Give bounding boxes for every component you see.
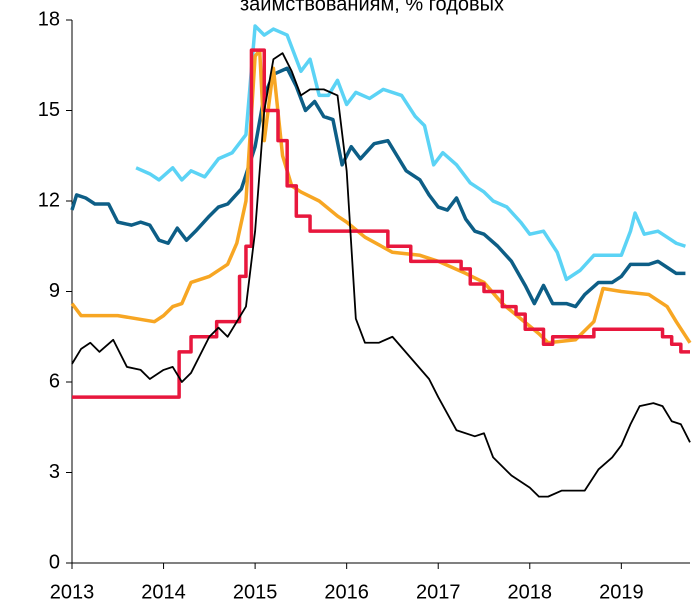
y-tick-label: 0 xyxy=(49,551,60,573)
y-tick-label: 9 xyxy=(49,280,60,302)
series-line xyxy=(70,48,692,345)
x-tick-label: 2015 xyxy=(233,581,278,603)
y-tick-label: 15 xyxy=(38,99,60,121)
x-tick-label: 2014 xyxy=(141,581,186,603)
series-line xyxy=(72,48,690,399)
series-line xyxy=(70,66,686,309)
x-tick-label: 2018 xyxy=(508,581,553,603)
chart-title: заимствованиям, % годовых xyxy=(240,0,504,15)
x-tick-label: 2016 xyxy=(324,581,369,603)
x-tick-label: 2017 xyxy=(416,581,461,603)
y-tick-label: 18 xyxy=(38,8,60,30)
series-line xyxy=(71,52,691,498)
x-tick-label: 2019 xyxy=(599,581,644,603)
x-tick-label: 2013 xyxy=(50,581,95,603)
y-tick-label: 3 xyxy=(49,461,60,483)
series-line xyxy=(135,24,686,282)
y-tick-label: 12 xyxy=(38,189,60,211)
y-tick-label: 6 xyxy=(49,370,60,392)
